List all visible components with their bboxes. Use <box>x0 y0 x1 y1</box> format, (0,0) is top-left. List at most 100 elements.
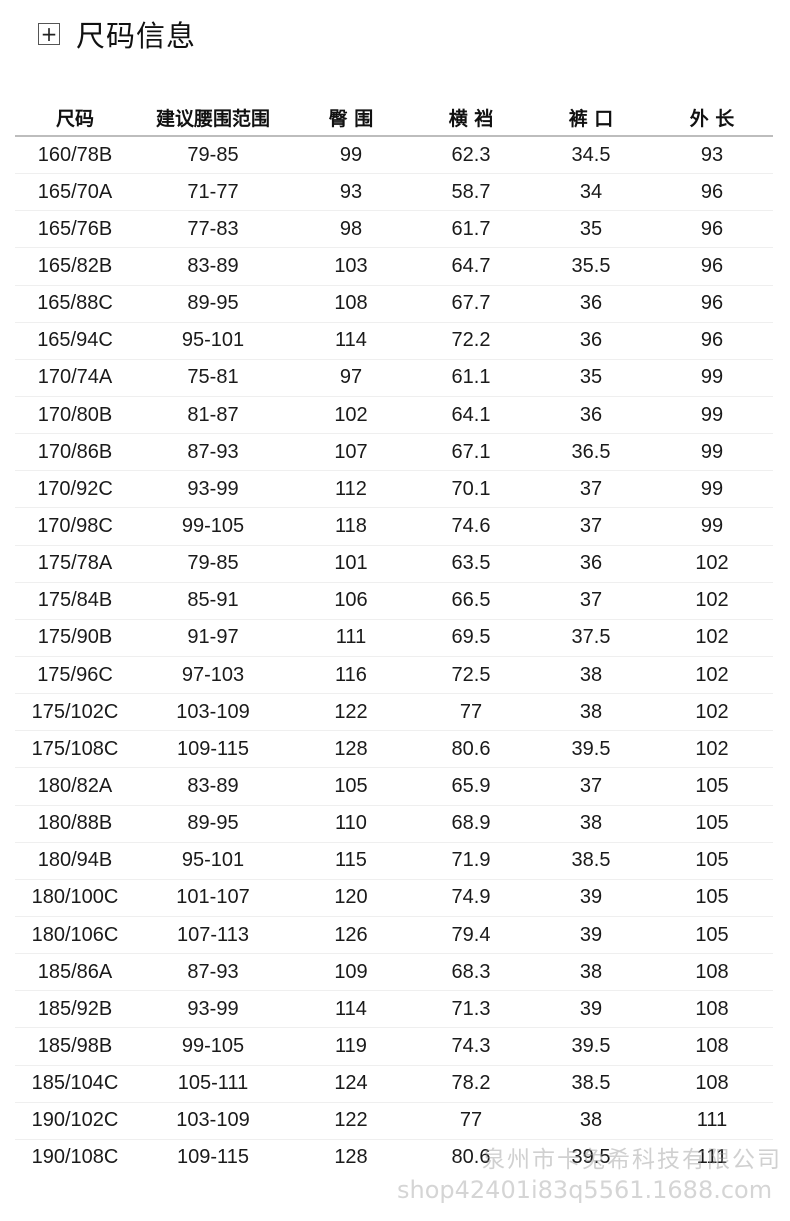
cell-outseam: 111 <box>651 1102 773 1140</box>
cell-size: 170/86B <box>15 433 135 472</box>
cell-hip: 119 <box>291 1027 411 1066</box>
cell-outseam: 102 <box>651 582 773 620</box>
cell-size: 180/82A <box>15 767 135 806</box>
cell-hip: 124 <box>291 1065 411 1103</box>
cell-size: 165/82B <box>15 247 135 286</box>
cell-size: 165/94C <box>15 322 135 360</box>
size-table: 尺码 建议腰围范围臀 围横 裆裤 口外 长 160/78B 79-85 99 62.3 3… <box>15 99 773 1176</box>
cell-hip: 103 <box>291 247 411 286</box>
cell-waist-range: 83-89 <box>135 247 291 286</box>
table-row: 185/98B 99-105 119 74.3 39.5 108 <box>15 1027 773 1066</box>
cell-size: 175/108C <box>15 730 135 769</box>
table-row: 165/82B 83-89 103 64.7 35.5 96 <box>15 247 773 286</box>
column-header-leg-opening: 裤 口 <box>531 99 651 137</box>
cell-waist-range: 89-95 <box>135 805 291 843</box>
cell-size: 170/92C <box>15 470 135 509</box>
cell-outseam: 105 <box>651 916 773 955</box>
cell-size: 185/92B <box>15 990 135 1029</box>
cell-thigh: 63.5 <box>411 545 531 583</box>
table-row: 160/78B 79-85 99 62.3 34.5 93 <box>15 136 773 175</box>
cell-leg-opening: 35.5 <box>531 247 651 286</box>
cell-size: 165/76B <box>15 210 135 249</box>
cell-outseam: 108 <box>651 1065 773 1103</box>
cell-outseam: 99 <box>651 433 773 472</box>
cell-hip: 102 <box>291 396 411 435</box>
cell-size: 185/98B <box>15 1027 135 1066</box>
table-row: 170/92C 93-99 112 70.1 37 99 <box>15 470 773 509</box>
cell-size: 175/78A <box>15 545 135 583</box>
cell-waist-range: 103-109 <box>135 1102 291 1140</box>
cell-leg-opening: 36 <box>531 322 651 360</box>
table-row: 175/102C 103-109 122 77 38 102 <box>15 693 773 732</box>
table-row: 185/104C 105-111 124 78.2 38.5 108 <box>15 1065 773 1103</box>
cell-size: 170/74A <box>15 359 135 397</box>
cell-hip: 118 <box>291 507 411 546</box>
cell-hip: 109 <box>291 953 411 992</box>
cell-size: 165/88C <box>15 285 135 323</box>
section-title-text: 尺码信息 <box>76 19 197 53</box>
cell-hip: 111 <box>291 619 411 657</box>
cell-waist-range: 79-85 <box>135 136 291 175</box>
cell-waist-range: 99-105 <box>135 1027 291 1066</box>
cell-size: 175/84B <box>15 582 135 620</box>
table-row: 180/94B 95-101 115 71.9 38.5 105 <box>15 842 773 880</box>
column-header-outseam: 外 长 <box>651 99 773 137</box>
cell-outseam: 102 <box>651 545 773 583</box>
cell-leg-opening: 38 <box>531 953 651 992</box>
cell-leg-opening: 37 <box>531 507 651 546</box>
table-row: 165/76B 77-83 98 61.7 35 96 <box>15 210 773 249</box>
cell-waist-range: 105-111 <box>135 1065 291 1103</box>
cell-leg-opening: 39 <box>531 916 651 955</box>
cell-thigh: 68.9 <box>411 805 531 843</box>
cell-hip: 108 <box>291 285 411 323</box>
cell-thigh: 64.1 <box>411 396 531 435</box>
cell-hip: 115 <box>291 842 411 880</box>
cell-hip: 105 <box>291 767 411 806</box>
cell-leg-opening: 37 <box>531 767 651 806</box>
cell-leg-opening: 39 <box>531 879 651 917</box>
cell-thigh: 68.3 <box>411 953 531 992</box>
cell-hip: 114 <box>291 990 411 1029</box>
cell-leg-opening: 39 <box>531 990 651 1029</box>
cell-outseam: 105 <box>651 805 773 843</box>
cell-thigh: 67.7 <box>411 285 531 323</box>
cell-outseam: 108 <box>651 990 773 1029</box>
table-row: 175/96C 97-103 116 72.5 38 102 <box>15 656 773 695</box>
column-header-hip: 臀 围 <box>291 99 411 137</box>
cell-hip: 97 <box>291 359 411 397</box>
table-row: 180/88B 89-95 110 68.9 38 105 <box>15 805 773 843</box>
table-row: 175/84B 85-91 106 66.5 37 102 <box>15 582 773 620</box>
cell-hip: 128 <box>334 1146 368 1169</box>
cell-waist-range: 79-85 <box>135 545 291 583</box>
cell-waist-range: 97-103 <box>135 656 291 695</box>
cell-thigh: 77 <box>411 693 531 732</box>
cell-hip: 120 <box>291 879 411 917</box>
cell-hip: 126 <box>291 916 411 955</box>
cell-outseam: 102 <box>651 619 773 657</box>
cell-leg-opening: 38.5 <box>531 1065 651 1103</box>
cell-size: 180/94B <box>15 842 135 880</box>
cell-leg-opening: 38 <box>531 805 651 843</box>
cell-outseam: 105 <box>651 842 773 880</box>
column-header-size: 尺码 <box>15 99 135 137</box>
cell-size: 165/70A <box>15 173 135 212</box>
cell-leg-opening: 35 <box>531 210 651 249</box>
cell-waist-range: 87-93 <box>135 433 291 472</box>
table-row: 175/108C 109-115 128 80.6 39.5 102 <box>15 730 773 769</box>
cell-leg-opening: 37.5 <box>531 619 651 657</box>
cell-outseam: 102 <box>651 730 773 769</box>
table-row: 165/70A 71-77 93 58.7 34 96 <box>15 173 773 212</box>
cell-leg-opening: 39.5 <box>571 1146 611 1169</box>
cell-thigh: 58.7 <box>411 173 531 212</box>
cell-outseam: 96 <box>651 173 773 212</box>
table-row: 185/92B 93-99 114 71.3 39 108 <box>15 990 773 1029</box>
table-row: 180/106C 107-113 126 79.4 39 105 <box>15 916 773 955</box>
cell-leg-opening: 36 <box>531 285 651 323</box>
cell-waist-range: 83-89 <box>135 767 291 806</box>
cell-size: 180/100C <box>15 879 135 917</box>
cell-outseam: 108 <box>651 953 773 992</box>
cell-thigh: 66.5 <box>411 582 531 620</box>
cell-hip: 107 <box>291 433 411 472</box>
table-row: 175/78A 79-85 101 63.5 36 102 <box>15 545 773 583</box>
cell-outseam: 99 <box>651 470 773 509</box>
